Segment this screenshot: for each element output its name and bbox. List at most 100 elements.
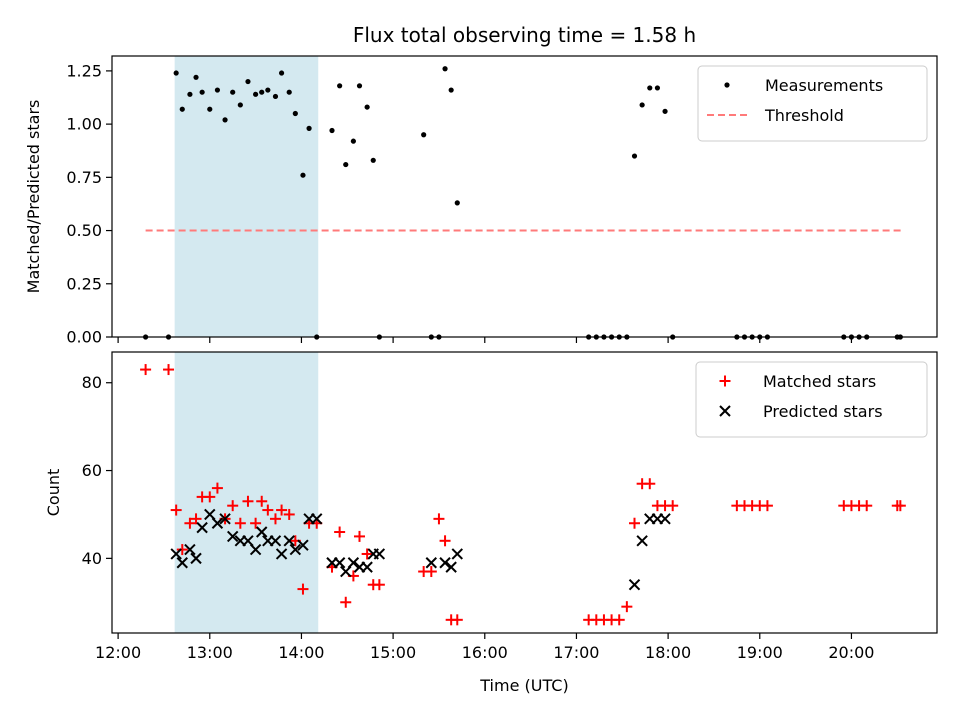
predicted-stars-point — [297, 539, 309, 551]
measurement-point — [421, 132, 427, 138]
x-tick-label: 14:00 — [278, 643, 324, 662]
x-stroke — [425, 557, 438, 569]
bottom-y-axis-label: Count — [44, 469, 63, 517]
x-stroke — [204, 508, 216, 521]
x-stroke — [283, 535, 295, 547]
matched-stars-point — [613, 614, 625, 626]
x-tick-label: 15:00 — [370, 643, 416, 662]
predicted-stars-point — [439, 557, 451, 569]
matched-stars-point — [184, 517, 196, 529]
y-tick-label: 40 — [82, 549, 102, 568]
measurement-point — [448, 87, 454, 93]
x-stroke — [289, 543, 302, 556]
predicted-stars-point — [636, 535, 648, 547]
measurement-point — [337, 83, 343, 89]
predicted-stars-point — [445, 561, 457, 573]
x-stroke — [361, 561, 373, 573]
matched-stars-point — [354, 530, 365, 542]
matched-stars-point — [340, 596, 352, 608]
matched-stars-point — [283, 508, 295, 520]
legend: Matched stars Predicted stars — [695, 361, 928, 438]
x-stroke — [242, 535, 254, 547]
matched-stars-point — [250, 517, 262, 529]
legend-marker — [724, 82, 730, 88]
measurement-point — [370, 157, 376, 163]
x-stroke — [211, 517, 224, 529]
top-y-axis-label: Matched/Predicted stars — [24, 100, 43, 294]
measurement-point — [631, 153, 638, 159]
measurement-point — [329, 127, 335, 134]
legend-label: Threshold — [764, 106, 844, 125]
matched-stars-point — [211, 482, 223, 494]
x-stroke — [445, 561, 457, 573]
legend-label: Measurements — [765, 76, 883, 95]
x-stroke — [373, 548, 386, 560]
measurement-point — [639, 102, 645, 108]
predicted-stars-point — [311, 513, 323, 525]
x-tick-label: 20:00 — [828, 643, 874, 662]
matched-stars-point — [361, 548, 373, 560]
x-stroke — [249, 543, 262, 556]
y-tick-label: 0.75 — [66, 168, 102, 187]
matched-stars-point — [629, 517, 640, 529]
matched-stars-point — [894, 500, 906, 512]
top-panel: 0.00 0.25 0.50 0.75 1.00 1.25 Measurements Thre… — [66, 55, 938, 347]
chart-title: Flux total observing time = 1.58 h — [353, 23, 696, 47]
matched-stars-point — [297, 583, 309, 595]
measurement-point — [278, 70, 285, 76]
y-tick-label: 60 — [82, 461, 102, 480]
matched-stars-point — [761, 500, 773, 512]
legend-marker — [719, 405, 731, 417]
y-tick-label: 1.00 — [66, 115, 102, 134]
x-stroke — [196, 521, 208, 534]
matched-stars-point — [644, 478, 656, 490]
measurement-point — [179, 106, 185, 112]
measurement-point — [306, 125, 312, 131]
matched-stars-point — [190, 513, 202, 525]
predicted-stars-point — [373, 548, 386, 560]
measurement-point — [230, 89, 236, 95]
y-tick-label: 0.25 — [66, 274, 102, 293]
measurement-point — [187, 91, 193, 97]
plot-frame — [111, 351, 938, 634]
x-tick-label: 12:00 — [95, 643, 141, 662]
matched-stars-point — [373, 579, 385, 591]
x-stroke — [190, 552, 202, 565]
matched-stars-point — [176, 544, 188, 556]
measurement-point — [193, 74, 199, 80]
measurement-point — [253, 91, 259, 97]
predicted-stars-point — [628, 578, 641, 591]
matched-stars-point — [204, 491, 216, 503]
predicted-stars-point — [269, 535, 282, 547]
predicted-stars-point — [249, 543, 262, 556]
predicted-stars-point — [347, 557, 360, 569]
bottom-panel: 40 60 80 12:00 13:00 14:00 15:00 16:00 17:00 18:0… — [82, 351, 938, 662]
x-stroke — [184, 543, 196, 556]
legend-box — [695, 361, 928, 438]
legend-box — [697, 65, 928, 142]
x-stroke — [636, 535, 648, 547]
y-tick-label: 80 — [82, 373, 102, 392]
x-tick-label: 17:00 — [553, 643, 599, 662]
predicted-stars-point — [184, 543, 196, 556]
highlight-band — [174, 56, 319, 337]
matched-stars-point — [227, 500, 239, 512]
x-stroke — [333, 557, 346, 569]
matched-stars-point — [242, 495, 254, 507]
x-axis-label: Time (UTC) — [479, 676, 568, 695]
measurement-point — [214, 87, 221, 93]
measurement-point — [647, 85, 653, 91]
x-stroke — [269, 535, 282, 547]
measurement-point — [207, 106, 213, 112]
y-tick-label: 0.50 — [66, 221, 102, 240]
matched-stars-point — [451, 614, 463, 626]
predicted-stars-point — [211, 517, 224, 529]
predicted-stars-point — [176, 557, 188, 569]
matched-stars-point — [234, 517, 246, 529]
predicted-stars-point — [361, 561, 373, 573]
x-tick-label: 16:00 — [462, 643, 508, 662]
measurement-point — [272, 93, 279, 100]
predicted-stars-point — [196, 521, 208, 534]
predicted-stars-point — [190, 552, 202, 565]
